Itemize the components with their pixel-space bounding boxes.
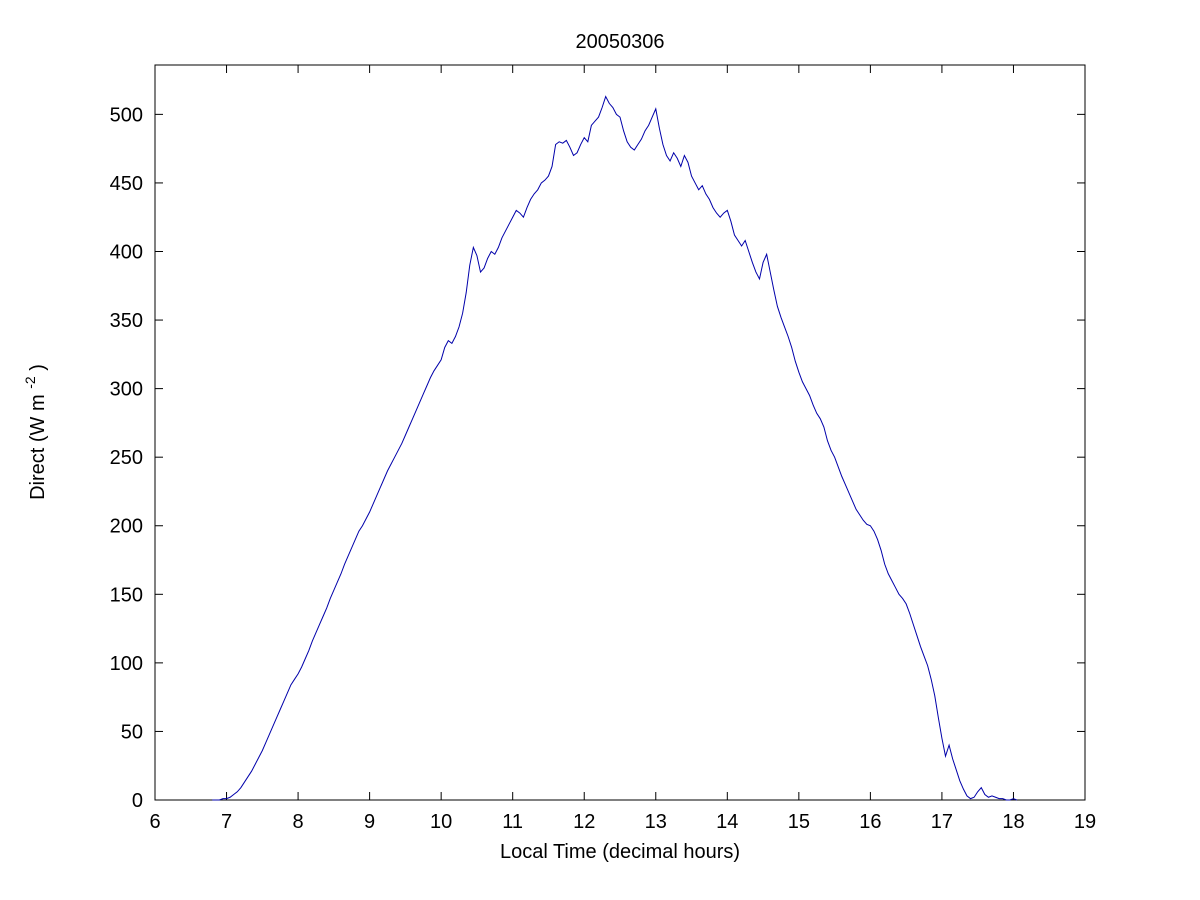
x-tick-label: 6 [149,811,160,833]
x-axis-label: Local Time (decimal hours) [500,841,740,863]
x-tick-label: 12 [573,811,595,833]
x-tick-label: 16 [859,811,881,833]
x-tick-label: 7 [221,811,232,833]
y-tick-label: 350 [110,310,143,332]
x-tick-label: 13 [645,811,667,833]
y-tick-label: 200 [110,516,143,538]
y-tick-label: 400 [110,241,143,263]
x-tick-label: 11 [502,811,523,833]
x-tick-label: 18 [1002,811,1024,833]
x-tick-label: 14 [716,811,738,833]
x-tick-label: 19 [1074,811,1096,833]
y-tick-label: 150 [110,584,143,606]
y-tick-label: 100 [110,653,143,675]
x-tick-label: 9 [364,811,375,833]
x-tick-label: 17 [931,811,953,833]
x-tick-label: 8 [293,811,304,833]
chart-title: 20050306 [576,31,665,53]
y-tick-label: 500 [110,104,143,126]
y-tick-label: 0 [132,790,143,812]
chart-line-direct-irradiance [212,95,1018,801]
y-axis-label-superscript: -2 [22,376,38,389]
y-tick-label: 50 [121,721,143,743]
y-axis-label: Direct (W m -2 ) [18,364,49,500]
x-tick-label: 10 [430,811,452,833]
plot-box [154,64,1086,801]
y-axis-label-suffix: ) [27,364,49,371]
x-tick-label: 15 [788,811,810,833]
y-tick-label: 300 [110,379,143,401]
y-axis-label-prefix: Direct (W m [27,394,49,500]
y-tick-label: 450 [110,173,143,195]
plot-dynamic-layer: 6 7 8 9 10 11 12 13 14 15 16 17 18 19 0 50 100 150 200 250 3… [110,65,1096,833]
y-tick-label: 250 [110,447,143,469]
